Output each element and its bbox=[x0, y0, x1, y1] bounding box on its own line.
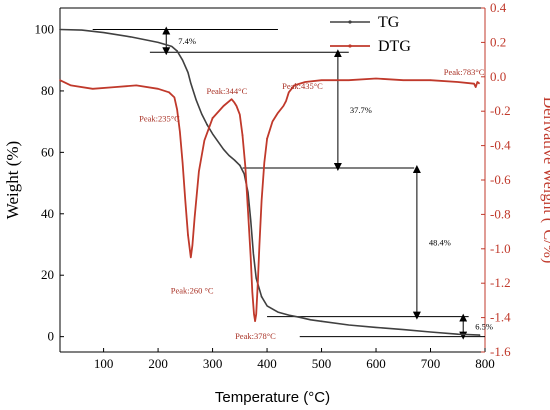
y-tick-label-left: 40 bbox=[41, 206, 54, 221]
step-label: 37.7% bbox=[350, 105, 372, 115]
y-tick-label-right: -0.6 bbox=[490, 172, 511, 187]
peak-annotation: Peak:378°C bbox=[235, 331, 276, 341]
legend-marker-tg bbox=[348, 20, 352, 24]
step-label: 7.4% bbox=[178, 36, 196, 46]
series-point-tg bbox=[320, 320, 323, 323]
y-tick-label-right: 0.4 bbox=[490, 0, 507, 15]
series-point-dtg bbox=[254, 320, 256, 322]
series-point-dtg bbox=[211, 117, 214, 119]
peak-annotation: Peak:435°C bbox=[282, 81, 323, 91]
series-point-tg bbox=[59, 28, 61, 31]
y-tick-label-right: -0.4 bbox=[490, 138, 511, 153]
y-tick-label-right: -1.0 bbox=[490, 241, 511, 256]
series-point-dtg bbox=[293, 84, 296, 87]
x-tick-label: 600 bbox=[366, 356, 386, 371]
peak-annotation: Peak:235°C bbox=[139, 113, 180, 123]
y-tick-label-right: -0.8 bbox=[490, 206, 511, 221]
x-tick-label: 800 bbox=[475, 356, 495, 371]
y-axis-title-left: Weight (%) bbox=[3, 141, 22, 219]
x-tick-label: 500 bbox=[312, 356, 332, 371]
series-point-dtg bbox=[168, 91, 170, 94]
x-axis-title: Temperature (°C) bbox=[215, 389, 330, 406]
x-tick-label: 100 bbox=[94, 356, 114, 371]
series-point-tg bbox=[478, 334, 481, 337]
x-tick-label: 200 bbox=[148, 356, 168, 371]
series-point-dtg bbox=[187, 234, 189, 236]
legend-marker-dtg bbox=[348, 44, 352, 48]
series-point-tg bbox=[176, 50, 179, 52]
data-series bbox=[59, 28, 481, 337]
y-tick-label-right: -1.6 bbox=[490, 344, 511, 359]
peak-annotation: Peak:783°C bbox=[444, 67, 485, 77]
peak-annotation: Peak:344°C bbox=[207, 86, 248, 96]
axes-frame bbox=[59, 7, 486, 353]
series-line-dtg bbox=[59, 77, 481, 322]
y-tick-label-left: 60 bbox=[41, 144, 54, 159]
series-point-dtg bbox=[59, 79, 61, 82]
y-tick-label-right: -0.2 bbox=[490, 103, 511, 118]
series-point-tg bbox=[238, 164, 241, 167]
peak-annotations: Peak:235°C Peak:260 °C Peak:344°C Peak:378°… bbox=[139, 67, 485, 341]
y-tick-label-left: 100 bbox=[35, 22, 55, 37]
y-tick-label-right: -1.4 bbox=[490, 310, 511, 325]
series-point-dtg bbox=[266, 137, 268, 140]
series-point-tg bbox=[260, 295, 263, 298]
y-tick-label-right: 0.2 bbox=[490, 34, 506, 49]
legend-label-dtg: DTG bbox=[378, 38, 411, 55]
step-label: 48.4% bbox=[429, 237, 451, 247]
y-tick-label-left: 20 bbox=[41, 267, 54, 282]
legend: TG DTG bbox=[330, 14, 411, 55]
weight-loss-steps: 7.4% 37.7% 48.4% 6.5% bbox=[92, 26, 493, 340]
axis-ticks: 100 200 300 400 500 600 700 800 0 20 40 60 80 100 0.4 0… bbox=[35, 0, 512, 371]
peak-annotation: Peak:260 °C bbox=[171, 285, 214, 295]
y-tick-label-right: -1.2 bbox=[490, 275, 511, 290]
y-axis-title-right: Derivative Weight (°C/%) bbox=[540, 97, 550, 264]
legend-label-tg: TG bbox=[378, 14, 400, 31]
x-tick-label: 700 bbox=[421, 356, 441, 371]
series-point-tg bbox=[206, 123, 209, 126]
y-tick-label-right: 0.0 bbox=[490, 69, 506, 84]
y-tick-label-left: 0 bbox=[48, 329, 55, 344]
step-label: 6.5% bbox=[475, 322, 493, 332]
series-point-dtg bbox=[241, 134, 244, 137]
x-tick-label: 400 bbox=[257, 356, 277, 371]
series-point-dtg bbox=[429, 79, 432, 82]
y-tick-label-left: 80 bbox=[41, 83, 54, 98]
x-tick-label: 300 bbox=[203, 356, 223, 371]
